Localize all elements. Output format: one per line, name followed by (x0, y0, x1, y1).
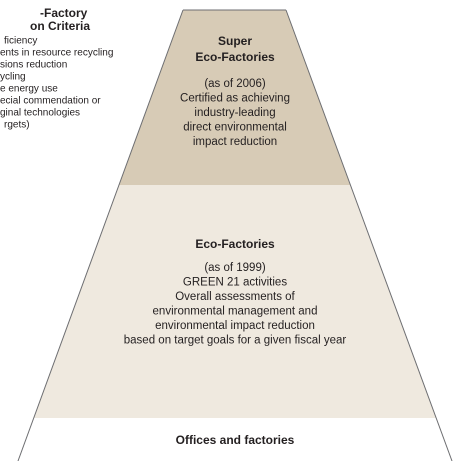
label: environmental management and (153, 306, 318, 318)
label: ycling (0, 72, 26, 83)
label: direct environmental (183, 122, 287, 134)
pyramid-right-edge (285, 9, 453, 461)
eco-tier-shape (34, 185, 436, 418)
label: -Factory (40, 6, 88, 20)
label: Eco-Factories (195, 237, 275, 251)
label: Super (218, 34, 252, 48)
pyramid-left-edge (17, 9, 184, 461)
label: sions reduction (0, 60, 67, 71)
label: environmental impact reduction (155, 320, 315, 332)
label: Overall assessments of (175, 291, 295, 303)
label: industry-leading (194, 107, 275, 119)
label: ficiency (4, 36, 37, 47)
label: rgets) (4, 120, 30, 131)
label: GREEN 21 activities (183, 277, 287, 289)
label: impact reduction (193, 136, 277, 148)
label: e energy use (0, 84, 58, 95)
label: Offices and factories (176, 433, 295, 447)
label: based on target goals for a given fiscal… (124, 335, 347, 347)
label: ents in resource recycling (0, 48, 113, 59)
label: on Criteria (30, 19, 90, 33)
label: (as of 2006) (204, 78, 266, 90)
label: Certified as achieving (180, 93, 290, 105)
label: ginal technologies (0, 108, 80, 119)
label: ecial commendation or (0, 96, 101, 107)
super-tier-shape (119, 10, 350, 185)
label: (as of 1999) (204, 262, 266, 274)
label: Eco-Factories (195, 50, 275, 64)
